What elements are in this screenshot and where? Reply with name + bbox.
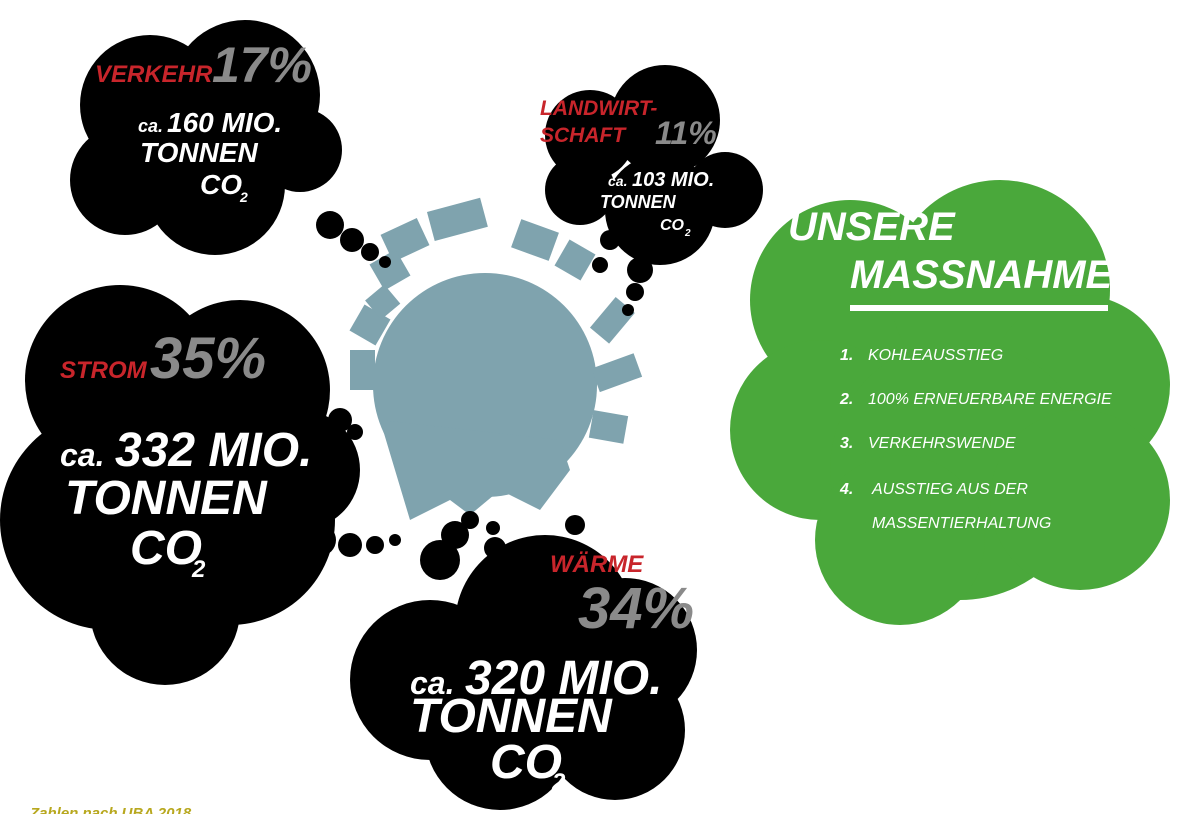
amount: 160 MIO. xyxy=(167,107,282,138)
cloud-landwirtschaft xyxy=(545,65,763,265)
sector-label: WÄRME xyxy=(550,551,644,578)
title-underline xyxy=(850,305,1108,311)
measure-text: VERKEHRSWENDE xyxy=(868,435,1016,452)
sector-label: STROM xyxy=(60,357,148,384)
prefix: ca. xyxy=(608,173,627,189)
measure-number: 1. xyxy=(840,347,853,364)
amount: 103 MIO. xyxy=(632,169,714,191)
unit-sub: 2 xyxy=(551,769,566,796)
source: Zahlen nach UBA 2018 xyxy=(29,805,192,814)
unit-sub: 2 xyxy=(684,228,691,239)
unit: CO xyxy=(200,169,242,200)
measure-text: KOHLEAUSSTIEG xyxy=(868,347,1003,364)
measure-text: MASSENTIERHALTUNG xyxy=(872,515,1051,532)
unit: CO xyxy=(660,217,685,234)
prefix: ca. xyxy=(138,116,163,136)
prefix: ca. xyxy=(60,437,104,473)
measures-title: UNSERE xyxy=(788,205,956,249)
unit-line: TONNEN xyxy=(140,137,258,168)
unit-line: TONNEN xyxy=(600,192,677,212)
unit-sub: 2 xyxy=(239,189,248,205)
measure-number: 4. xyxy=(839,481,853,498)
amount: 332 MIO. xyxy=(115,424,312,477)
sector-label: SCHAFT xyxy=(540,124,627,147)
planet xyxy=(350,198,643,520)
sector-share: 35% xyxy=(150,326,266,391)
measure-number: 2. xyxy=(839,391,853,408)
sector-share: 17% xyxy=(212,37,312,93)
sector-label: LANDWIRT- xyxy=(540,97,657,120)
sector-label: VERKEHR xyxy=(95,61,213,88)
sector-share: 34% xyxy=(578,576,694,641)
infographic: VERKEHR 17% ca. 160 MIO. TONNEN CO 2 LAN… xyxy=(0,0,1200,814)
measure-number: 3. xyxy=(840,435,853,452)
measures-title: MASSNAHMEN xyxy=(850,253,1142,297)
sector-share: 11% xyxy=(655,115,717,151)
unit-line: TONNEN xyxy=(65,472,268,525)
measure-text: 100% ERNEUERBARE ENERGIE xyxy=(868,391,1112,408)
unit-sub: 2 xyxy=(191,556,206,583)
measure-text: AUSSTIEG AUS DER xyxy=(871,481,1028,498)
